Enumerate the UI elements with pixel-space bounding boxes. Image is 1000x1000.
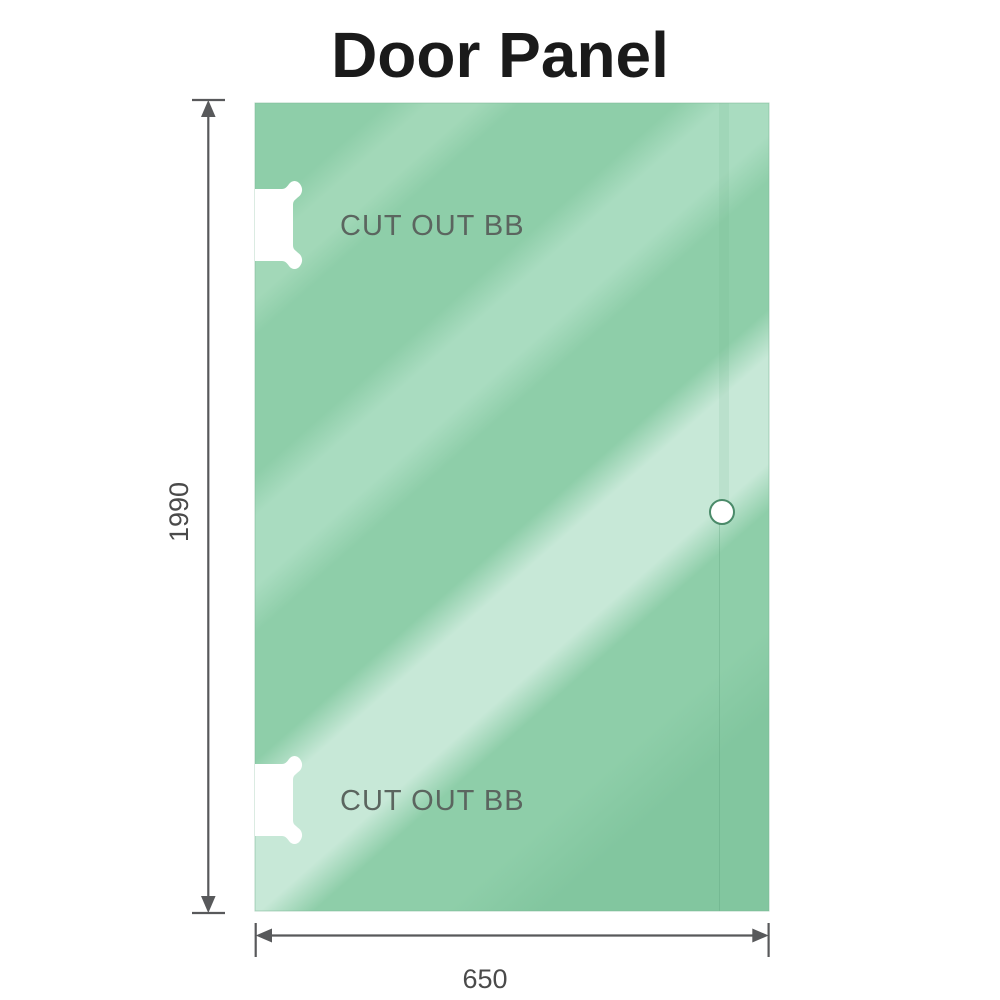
svg-text:CUT OUT BB: CUT OUT BB xyxy=(340,210,525,242)
svg-text:CUT OUT BB: CUT OUT BB xyxy=(340,785,525,817)
svg-text:650: 650 xyxy=(462,964,507,994)
svg-text:1990: 1990 xyxy=(164,482,194,542)
